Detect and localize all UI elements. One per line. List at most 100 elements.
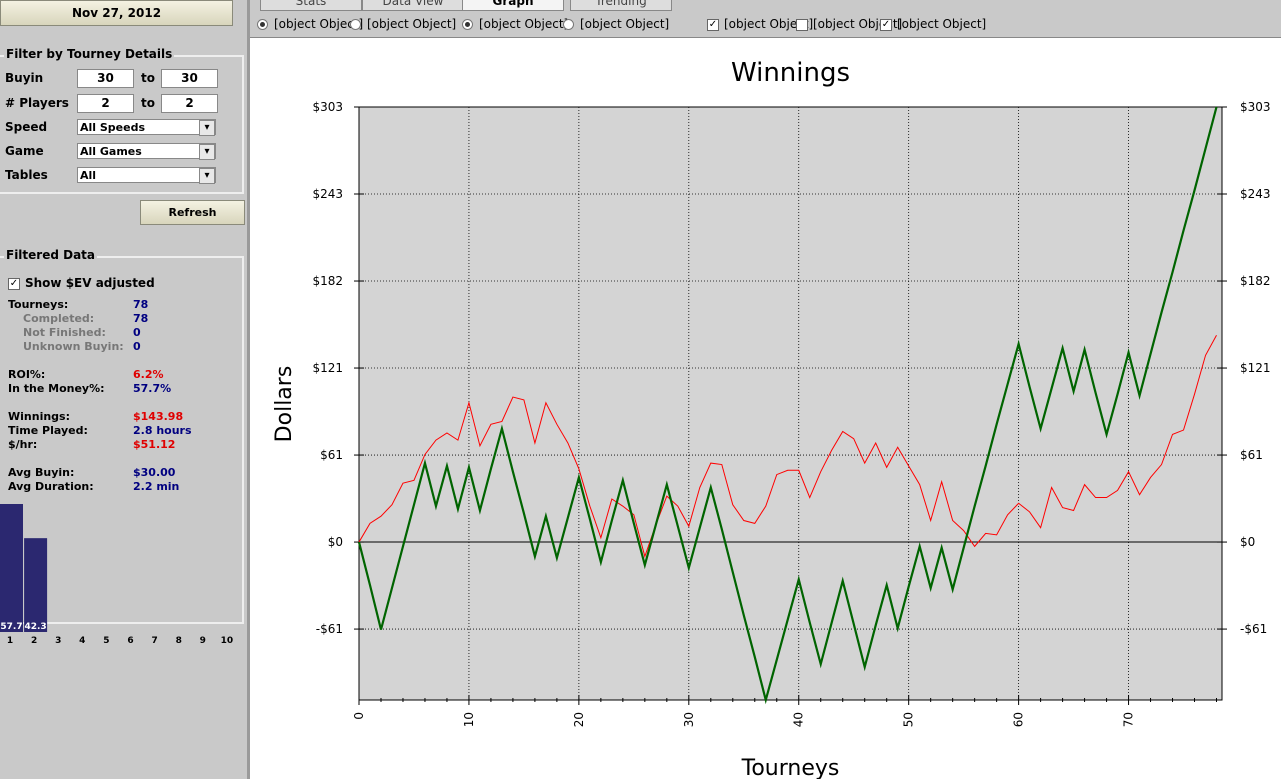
option-label: [object Object] <box>479 17 569 31</box>
bar-label: 42.3 <box>24 622 46 632</box>
series-line <box>357 106 1218 705</box>
x-tick-label: 8 <box>176 636 182 645</box>
toolbar-option[interactable]: [object Object] <box>257 17 363 31</box>
plot-area <box>358 106 1223 701</box>
x-tick-label: 3 <box>55 636 61 645</box>
stat-label: In the Money%: <box>8 382 105 395</box>
x-tick-label: 60 <box>1012 712 1026 727</box>
chart: Winnings Tourneys Dollars -$61 -$61 $0 $0 $61 $6… <box>250 38 1281 779</box>
bar-label: 57.7 <box>0 622 22 632</box>
toolbar-option[interactable]: [object Object] <box>462 17 568 31</box>
filter-label: # Players <box>5 96 69 110</box>
tab[interactable]: Stats <box>260 0 362 11</box>
stat-value: 0 <box>133 340 141 353</box>
checkbox[interactable]: ✓ <box>707 18 719 31</box>
stat-label: Time Played: <box>8 424 88 437</box>
text-input[interactable]: 30 <box>77 69 134 88</box>
checkbox[interactable] <box>796 18 808 31</box>
stat-label: Unknown Buyin: <box>23 340 124 353</box>
stat-value: $30.00 <box>133 466 176 479</box>
option-label: [object Object] <box>580 17 670 31</box>
stat-value: 2.2 min <box>133 480 180 493</box>
side-panel: Nov 27, 2012 Filter by Tourney Details B… <box>0 0 250 779</box>
x-tick-label: 20 <box>572 712 586 727</box>
y2-tick-label: -$61 <box>1240 622 1267 636</box>
x-tick-label: 1 <box>7 636 13 645</box>
option-label: [object Object] <box>724 17 814 31</box>
text-input[interactable]: 2 <box>161 94 218 113</box>
toolbar-option[interactable]: ✓ [object Object] <box>880 17 986 31</box>
y-tick-label: $303 <box>312 100 343 114</box>
radio[interactable] <box>462 19 473 30</box>
dropdown[interactable]: All <box>77 167 216 184</box>
chart-title: Winnings <box>731 58 850 88</box>
stat-value: 2.8 hours <box>133 424 192 437</box>
y2-tick-label: $61 <box>1240 448 1263 462</box>
stat-value: 78 <box>133 298 149 311</box>
stat-value: 78 <box>133 312 149 325</box>
filtered-title: Filtered Data <box>4 248 98 262</box>
checkbox[interactable]: ✓ <box>8 277 20 290</box>
x-tick-label: 4 <box>79 636 85 645</box>
stat-label: Tourneys: <box>8 298 69 311</box>
x-tick-label: 40 <box>792 712 806 727</box>
to-label: to <box>141 71 155 85</box>
ev-checkbox[interactable]: ✓ Show $EV adjusted <box>8 276 155 290</box>
option-label: [object Object] <box>897 17 987 31</box>
bar <box>0 504 23 632</box>
y-axis-label: Dollars <box>272 366 297 443</box>
to-label: to <box>141 96 155 110</box>
x-tick-label: 10 <box>462 712 476 727</box>
x-tick-label: 2 <box>31 636 37 645</box>
y-tick-label: -$61 <box>316 622 343 636</box>
filter-label: Speed <box>5 120 48 134</box>
radio[interactable] <box>350 19 361 30</box>
tab[interactable]: Graph <box>462 0 564 11</box>
dropdown[interactable]: All Speeds <box>77 119 216 136</box>
bar <box>24 538 48 632</box>
y2-tick-label: $303 <box>1240 100 1271 114</box>
text-input[interactable]: 30 <box>161 69 218 88</box>
y-tick-label: $182 <box>312 274 343 288</box>
text-input[interactable]: 2 <box>77 94 134 113</box>
x-tick-label: 70 <box>1122 712 1136 727</box>
y-tick-label: $61 <box>320 448 343 462</box>
filter-label: Game <box>5 144 44 158</box>
y2-tick-label: $0 <box>1240 535 1255 549</box>
stat-label: Avg Buyin: <box>8 466 75 479</box>
series-line <box>358 335 1217 559</box>
toolbar-option[interactable]: [object Object] <box>796 17 902 31</box>
dropdown[interactable]: All Games <box>77 143 216 160</box>
toolbar-option[interactable]: [object Object] <box>563 17 669 31</box>
toolbar: Stats Data View Graph Trending [object Objec… <box>250 0 1281 38</box>
x-tick-label: 6 <box>127 636 133 645</box>
x-tick-label: 9 <box>200 636 206 645</box>
filter-label: Buyin <box>5 71 44 85</box>
x-tick-label: 10 <box>221 636 234 645</box>
mini-histogram: 1 57.7 2 42.3 3 4 5 6 7 8 9 10 <box>0 504 234 645</box>
stat-value: 6.2% <box>133 368 164 381</box>
stat-value: 0 <box>133 326 141 339</box>
radio[interactable] <box>563 19 574 30</box>
checkbox[interactable]: ✓ <box>880 18 892 31</box>
stat-label: Avg Duration: <box>8 480 94 493</box>
checkbox-label: Show $EV adjusted <box>25 276 155 290</box>
refresh-button[interactable]: Refresh <box>140 200 245 225</box>
filter-label: Tables <box>5 168 48 182</box>
stat-label: Completed: <box>23 312 95 325</box>
stat-label: Not Finished: <box>23 326 106 339</box>
y-tick-label: $243 <box>312 187 343 201</box>
stat-label: Winnings: <box>8 410 70 423</box>
x-tick-label: 0 <box>352 712 366 720</box>
x-axis-label: Tourneys <box>741 756 840 779</box>
radio[interactable] <box>257 19 268 30</box>
date-button[interactable]: Nov 27, 2012 <box>0 0 233 26</box>
tab[interactable]: Data View <box>362 0 464 11</box>
y-tick-label: $121 <box>312 361 343 375</box>
toolbar-option[interactable]: ✓ [object Object] <box>707 17 813 31</box>
toolbar-option[interactable]: [object Object] <box>350 17 456 31</box>
x-tick-label: 50 <box>902 712 916 727</box>
y2-tick-label: $243 <box>1240 187 1271 201</box>
y2-tick-label: $182 <box>1240 274 1271 288</box>
tab[interactable]: Trending <box>570 0 672 11</box>
